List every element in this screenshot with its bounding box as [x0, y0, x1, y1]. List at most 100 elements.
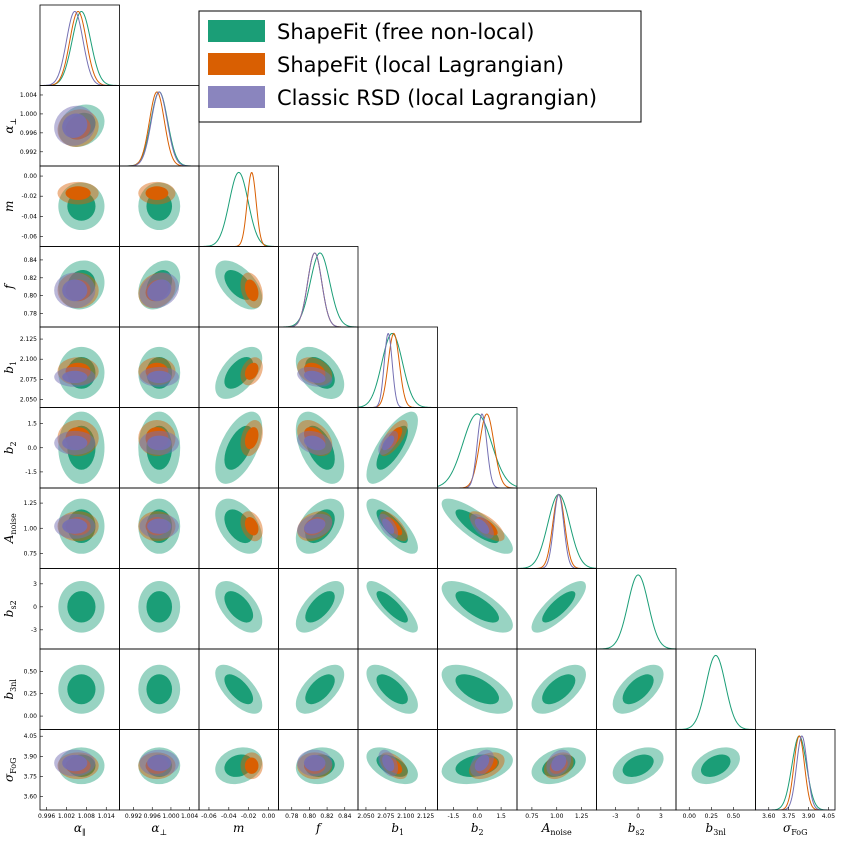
y-tick-label: 4.05 — [24, 733, 38, 740]
contour-inner-classic-Anoise-alpha_par — [62, 518, 88, 534]
panel-frame — [596, 568, 677, 650]
panel-frame — [675, 648, 756, 730]
marginal-alpha_perp-local — [119, 91, 199, 166]
contour-inner-classic-f-alpha_par — [62, 279, 88, 302]
y-tick-label: 0.00 — [24, 173, 38, 180]
contour-inner-free-bs2-b1 — [376, 591, 408, 623]
x-tick-label: -0.06 — [201, 813, 217, 820]
axis-label: Anoise — [541, 821, 572, 837]
panel-sigmaFoG-alpha_perp: 0.992 0.996 1.000 1.004 — [119, 729, 200, 820]
contour-inner-classic-b2-b1 — [382, 435, 395, 451]
contour-inner-free-b3nl-alpha_perp — [146, 674, 173, 705]
panel-b2-m — [198, 407, 279, 489]
x-tick-label: 3.60 — [762, 813, 776, 820]
contour-inner-local-f-m — [244, 279, 259, 302]
x-tick-label: 1.00 — [550, 813, 564, 820]
panel-b1-m — [198, 326, 279, 408]
contour-inner-free-b3nl-b1 — [376, 674, 408, 705]
y-tick-label: 0.82 — [24, 275, 38, 282]
y-tick-label: 0.75 — [24, 550, 38, 557]
x-tick-label: 0.00 — [262, 813, 276, 820]
contour-inner-local-b1-m — [244, 362, 259, 380]
legend-label: ShapeFit (local Lagrangian) — [277, 53, 564, 77]
x-tick-label: 0.75 — [525, 813, 539, 820]
marginal-b3nl-free — [676, 654, 756, 730]
contour-inner-free-sigmaFoG-m — [224, 754, 254, 777]
y-tick-label: -1.5 — [25, 469, 37, 476]
y-tick-label: 0.992 — [20, 149, 37, 156]
y-tick-label: 2.125 — [20, 336, 37, 343]
panel-alpha_perp-alpha_perp — [119, 85, 200, 167]
contour-inner-classic-Anoise-b1 — [382, 518, 395, 534]
y-tick-label: 2.075 — [20, 376, 37, 383]
legend: ShapeFit (free non-local) ShapeFit (local… — [198, 10, 642, 123]
x-tick-label: 1.008 — [78, 813, 95, 820]
contour-inner-free-bs2-Anoise — [542, 591, 576, 623]
panel-b3nl-bs2 — [596, 648, 677, 730]
panel-b3nl-f — [278, 648, 359, 730]
contour-inner-classic-sigmaFoG-b1 — [382, 754, 395, 772]
x-tick-label: 2.050 — [357, 813, 374, 820]
x-tick-label: 2.125 — [417, 813, 434, 820]
contour-inner-classic-b2-f — [303, 435, 326, 451]
contour-inner-classic-sigmaFoG-alpha_par — [62, 754, 88, 772]
axis-label: b2 — [2, 441, 18, 454]
panel-b3nl-Anoise — [516, 648, 597, 730]
x-tick-label: 1.014 — [98, 813, 115, 820]
x-tick-label: 1.002 — [58, 813, 75, 820]
contour-inner-classic-f-alpha_perp — [147, 279, 172, 302]
contour-inner-classic-sigmaFoG-b2 — [474, 754, 490, 772]
panel-b2-b1 — [357, 407, 438, 489]
legend-swatch — [208, 20, 265, 42]
panel-f-alpha_par: 0.78 0.80 0.82 0.84 — [24, 246, 120, 328]
contour-inner-free-b3nl-alpha_par — [67, 674, 96, 705]
y-tick-label: 0.996 — [20, 130, 37, 137]
marginal-m-local — [199, 172, 279, 247]
x-tick-label: 1.25 — [575, 813, 589, 820]
contour-inner-classic-sigmaFoG-alpha_perp — [147, 754, 172, 772]
panel-b3nl-b3nl — [675, 648, 756, 730]
contour-inner-free-b3nl-b2 — [455, 674, 499, 705]
axis-label: b1 — [2, 361, 18, 374]
legend-label: Classic RSD (local Lagrangian) — [277, 86, 597, 110]
x-tick-label: 4.05 — [822, 813, 836, 820]
contour-inner-classic-b2-alpha_perp — [147, 435, 172, 451]
contour-inner-classic-Anoise-f — [303, 518, 326, 534]
marginal-b2-local — [437, 413, 517, 488]
panel-b3nl-alpha_par: 0.00 0.25 0.50 — [24, 648, 120, 730]
x-tick-label: 3.90 — [802, 813, 816, 820]
x-tick-label: 0.25 — [705, 813, 719, 820]
panel-Anoise-f — [278, 487, 359, 569]
x-tick-label: 1.5 — [496, 813, 506, 820]
axis-label: α⊥ — [2, 118, 18, 134]
panel-sigmaFoG-alpha_par: 0.996 1.002 1.008 1.014 3.60 3.75 3.90 4.05 — [24, 729, 120, 820]
panels-layer: 0.9920.9961.0001.004-0.06-0.04-0.020.000… — [2, 4, 836, 837]
legend-item-classic: Classic RSD (local Lagrangian) — [208, 86, 597, 110]
panel-frame — [198, 165, 279, 247]
x-tick-label: 0.996 — [144, 813, 161, 820]
x-tick-label: 3.75 — [782, 813, 796, 820]
panel-frame — [357, 326, 438, 408]
contour-inner-classic-b2-alpha_par — [62, 435, 88, 451]
panel-sigmaFoG-m: -0.06 -0.04 -0.02 0.00 — [198, 729, 279, 820]
y-tick-label: 0 — [33, 604, 37, 611]
axis-label: m — [233, 821, 244, 835]
panel-b3nl-m — [198, 648, 279, 730]
marginal-b1-free — [358, 332, 438, 408]
axis-label: σFoG — [783, 821, 808, 837]
y-tick-label: -0.02 — [21, 193, 37, 200]
panel-sigmaFoG-sigmaFoG: 3.60 3.75 3.90 4.05 — [755, 729, 836, 820]
panel-m-m — [198, 165, 279, 247]
panel-sigmaFoG-b3nl: 0.00 0.25 0.50 — [675, 729, 756, 820]
x-tick-label: -0.04 — [221, 813, 237, 820]
marginal-b2-classic — [437, 413, 517, 488]
contour-inner-free-b3nl-m — [224, 674, 254, 705]
panel-b1-f — [278, 326, 359, 408]
x-tick-label: 0.992 — [125, 813, 142, 820]
axis-label: α∥ — [74, 821, 86, 837]
panel-b2-alpha_par: -1.5 0.0 1.5 — [25, 407, 120, 489]
x-tick-label: 0.82 — [320, 813, 334, 820]
x-tick-label: -3 — [612, 813, 618, 820]
x-tick-label: 0.78 — [285, 813, 299, 820]
